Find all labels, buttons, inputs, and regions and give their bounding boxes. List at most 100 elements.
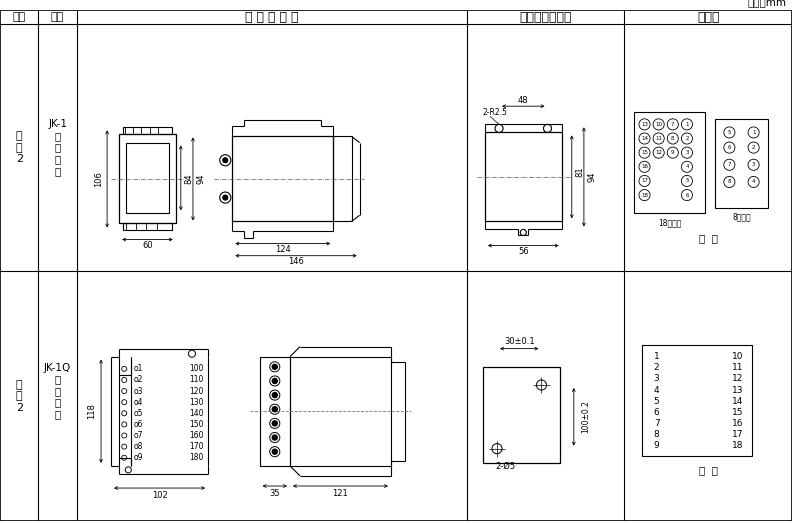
Text: o9: o9 xyxy=(133,453,143,462)
Text: 60: 60 xyxy=(143,241,153,250)
Text: 150: 150 xyxy=(189,420,204,429)
Circle shape xyxy=(223,195,228,200)
Bar xyxy=(124,127,172,135)
Text: 8点端子: 8点端子 xyxy=(732,213,751,222)
Text: 35: 35 xyxy=(269,488,280,498)
Text: 8: 8 xyxy=(671,136,675,141)
Bar xyxy=(120,135,176,223)
Text: 7: 7 xyxy=(728,162,731,167)
Text: 15: 15 xyxy=(732,408,743,417)
Text: 2-Ø5: 2-Ø5 xyxy=(495,461,515,471)
Circle shape xyxy=(272,364,277,369)
Text: 13: 13 xyxy=(732,386,743,395)
Text: 180: 180 xyxy=(190,453,204,462)
Text: 94: 94 xyxy=(196,173,206,184)
Text: 140: 140 xyxy=(189,409,204,418)
Text: 120: 120 xyxy=(190,387,204,396)
Text: 5: 5 xyxy=(685,179,689,183)
Text: JK-1
板
后
接
线: JK-1 板 后 接 线 xyxy=(48,119,67,176)
Bar xyxy=(485,133,562,221)
Text: o2: o2 xyxy=(133,376,143,385)
Text: 146: 146 xyxy=(288,257,304,266)
Text: 15: 15 xyxy=(641,150,648,155)
Circle shape xyxy=(272,421,277,426)
Text: 1: 1 xyxy=(653,352,660,361)
Circle shape xyxy=(223,158,228,163)
Text: 121: 121 xyxy=(333,488,348,498)
Text: 3: 3 xyxy=(653,375,660,384)
Text: 7: 7 xyxy=(653,419,660,428)
Text: 81: 81 xyxy=(575,167,584,177)
Text: 18点端子: 18点端子 xyxy=(658,218,681,227)
Text: 4: 4 xyxy=(685,165,689,169)
Bar xyxy=(333,136,352,221)
Text: 1: 1 xyxy=(752,130,756,135)
Text: 8: 8 xyxy=(728,179,731,184)
Text: 118: 118 xyxy=(87,403,97,419)
Bar xyxy=(290,357,391,466)
Text: o4: o4 xyxy=(133,398,143,407)
Text: o3: o3 xyxy=(133,387,143,396)
Text: 160: 160 xyxy=(189,431,204,440)
Text: 106: 106 xyxy=(94,171,104,187)
Text: 正  视: 正 视 xyxy=(699,465,718,475)
Text: 2: 2 xyxy=(654,363,660,373)
Text: 56: 56 xyxy=(518,247,528,256)
Text: 17: 17 xyxy=(641,179,648,183)
Text: 附
图
2: 附 图 2 xyxy=(16,131,23,164)
Text: 结构: 结构 xyxy=(51,12,64,23)
Text: 30±0.1: 30±0.1 xyxy=(504,337,535,346)
Text: 18: 18 xyxy=(641,193,648,198)
Text: 12: 12 xyxy=(655,150,662,155)
Bar xyxy=(260,357,290,466)
Circle shape xyxy=(272,435,277,440)
Text: 5: 5 xyxy=(728,130,731,135)
Text: 14: 14 xyxy=(732,397,743,406)
Circle shape xyxy=(272,378,277,384)
Text: 9: 9 xyxy=(671,150,675,155)
Text: o1: o1 xyxy=(133,364,143,373)
Text: 94: 94 xyxy=(588,172,596,182)
Text: 48: 48 xyxy=(518,95,528,105)
Text: 8: 8 xyxy=(653,430,660,439)
Text: 背  视: 背 视 xyxy=(699,234,718,244)
Text: 附
图
2: 附 图 2 xyxy=(16,379,23,413)
Text: 2: 2 xyxy=(752,145,756,150)
Bar xyxy=(642,345,752,456)
Text: 2: 2 xyxy=(685,136,689,141)
Text: 124: 124 xyxy=(275,245,291,254)
Text: 130: 130 xyxy=(189,398,204,407)
Text: o7: o7 xyxy=(133,431,143,440)
Bar xyxy=(634,112,705,213)
Text: o5: o5 xyxy=(133,409,143,418)
Bar xyxy=(715,119,767,208)
Circle shape xyxy=(272,392,277,398)
Text: 2-R2.5: 2-R2.5 xyxy=(483,108,508,117)
Text: 6: 6 xyxy=(653,408,660,417)
Text: 端子图: 端子图 xyxy=(697,11,719,24)
Text: 单位：mm: 单位：mm xyxy=(748,0,787,7)
Text: 110: 110 xyxy=(190,376,204,385)
Bar xyxy=(232,136,333,221)
Text: 170: 170 xyxy=(189,442,204,451)
Text: 18: 18 xyxy=(732,441,743,450)
Text: 安装开孔尺寸图: 安装开孔尺寸图 xyxy=(520,11,572,24)
Text: 5: 5 xyxy=(653,397,660,406)
Text: 1: 1 xyxy=(685,122,689,127)
Circle shape xyxy=(272,449,277,454)
Text: 10: 10 xyxy=(655,122,662,127)
Text: 10: 10 xyxy=(732,352,743,361)
Text: 9: 9 xyxy=(653,441,660,450)
Text: 外 形 尺 寸 图: 外 形 尺 寸 图 xyxy=(245,11,299,24)
Bar xyxy=(483,367,560,463)
Text: 3: 3 xyxy=(685,150,689,155)
Text: 11: 11 xyxy=(732,363,743,373)
Text: 7: 7 xyxy=(671,122,675,127)
Text: 13: 13 xyxy=(641,122,648,127)
Text: 100: 100 xyxy=(189,364,204,373)
Text: 12: 12 xyxy=(732,375,743,384)
Text: 3: 3 xyxy=(752,162,756,167)
Text: 4: 4 xyxy=(654,386,660,395)
Text: o8: o8 xyxy=(133,442,143,451)
Text: 100±0.2: 100±0.2 xyxy=(581,400,590,433)
